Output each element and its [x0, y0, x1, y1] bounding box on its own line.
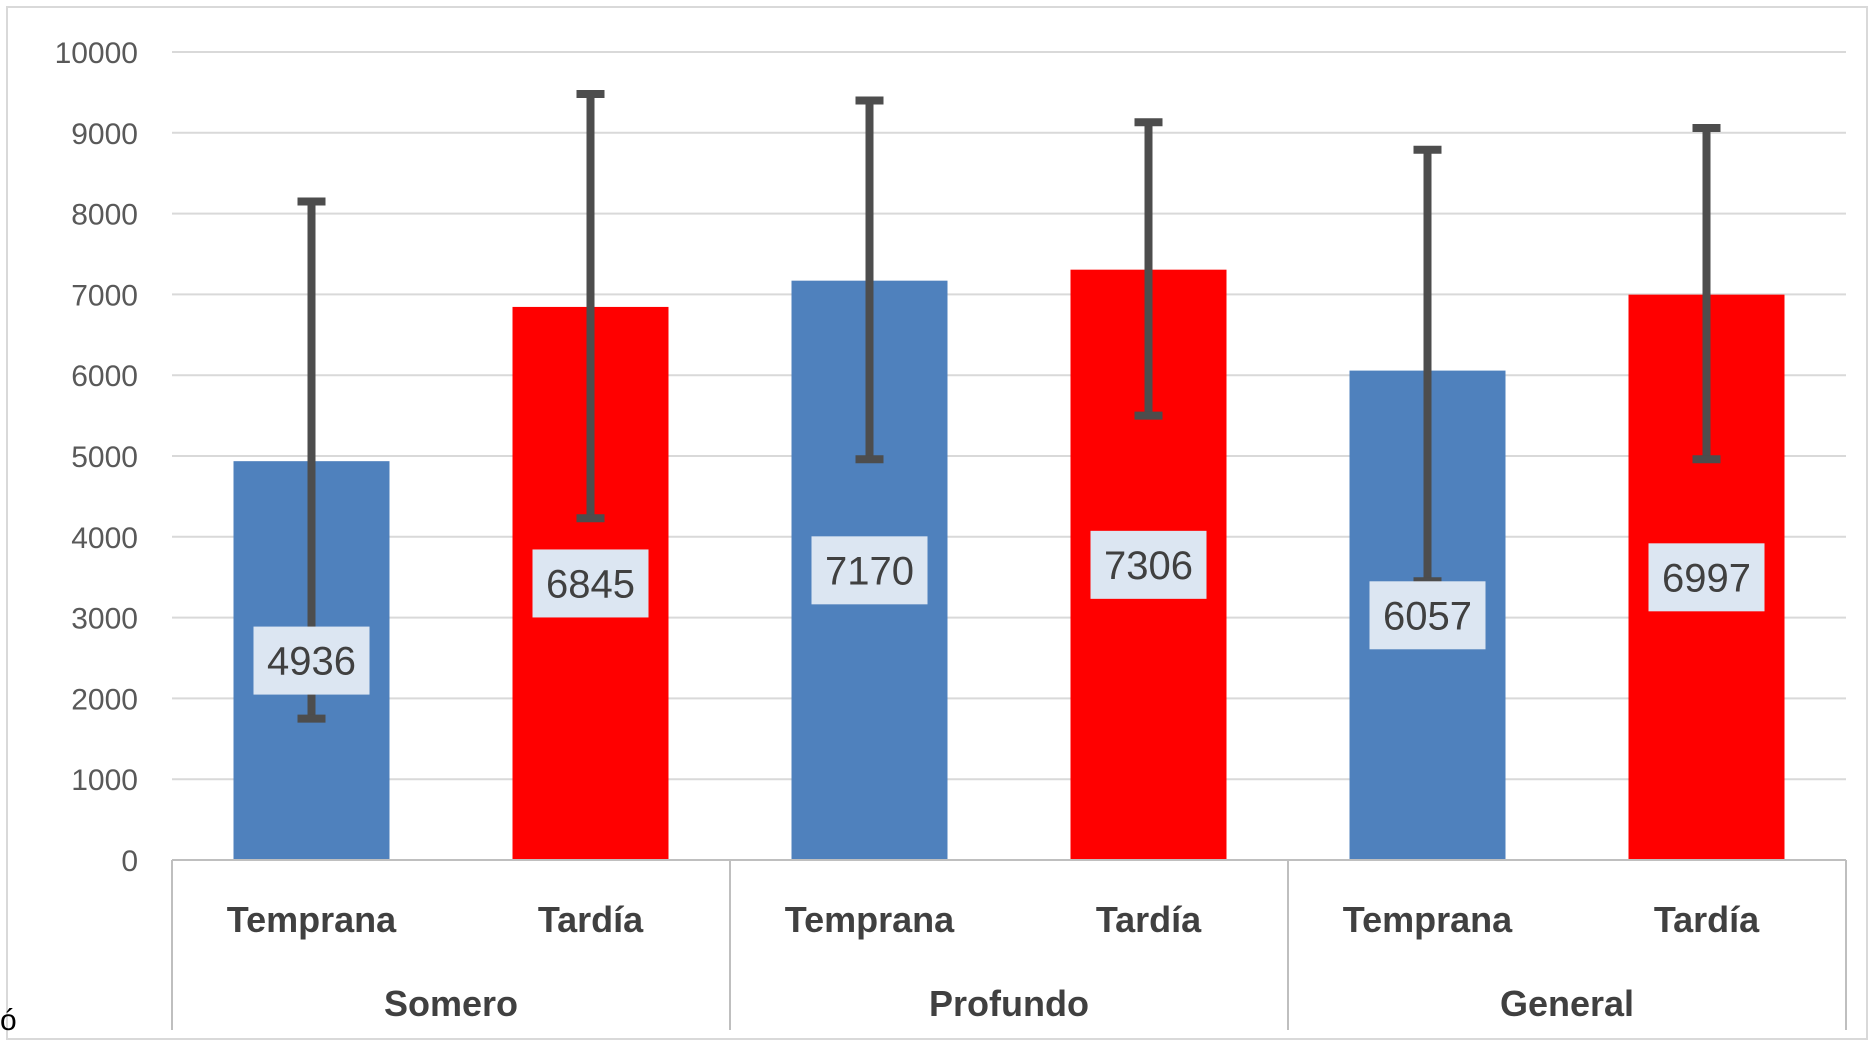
error-bars: [297, 90, 1721, 723]
y-tick-label: 8000: [71, 199, 138, 232]
x-category-label: Temprana: [227, 899, 397, 940]
x-category-label: Tardía: [538, 899, 644, 940]
data-label: 6057: [1383, 594, 1472, 638]
x-category-label: Temprana: [1343, 899, 1513, 940]
data-label-box: [1090, 530, 1207, 599]
y-tick-label: 5000: [71, 441, 138, 474]
y-tick-label: 0: [121, 845, 138, 878]
data-label: 6845: [546, 562, 635, 606]
y-tick-label: 2000: [71, 683, 138, 716]
y-tick-label: 10000: [55, 37, 138, 70]
y-tick-label: 1000: [71, 764, 138, 797]
group-label: Profundo: [929, 983, 1089, 1024]
x-category-label: Tardía: [1096, 899, 1202, 940]
x-category-label: Tardía: [1654, 899, 1760, 940]
data-label-box: [1648, 543, 1765, 612]
data-label: 7170: [825, 549, 914, 593]
y-tick-label: 3000: [71, 603, 138, 636]
y-tick-label: 9000: [71, 118, 138, 151]
bars: [233, 269, 1785, 861]
stray-text: ó: [0, 1004, 17, 1037]
axes: 0 1000 2000 3000 4000 5000 6000 7000 8000 9000 100…: [55, 37, 1847, 1030]
x-category-label: Temprana: [785, 899, 955, 940]
data-label-box: [253, 626, 370, 695]
group-label: General: [1500, 983, 1634, 1024]
data-labels: 4936 6845 7170 7306 6057 6997: [253, 530, 1765, 695]
data-label: 4936: [267, 640, 356, 684]
data-label: 6997: [1662, 556, 1751, 600]
data-label: 7306: [1104, 544, 1193, 588]
y-tick-label: 7000: [71, 279, 138, 312]
y-tick-label: 4000: [71, 522, 138, 555]
data-label-box: [1369, 581, 1486, 650]
group-label: Somero: [384, 983, 518, 1024]
y-tick-label: 6000: [71, 360, 138, 393]
gridlines: [172, 51, 1846, 781]
data-label-box: [811, 536, 928, 605]
data-label-box: [532, 549, 649, 618]
